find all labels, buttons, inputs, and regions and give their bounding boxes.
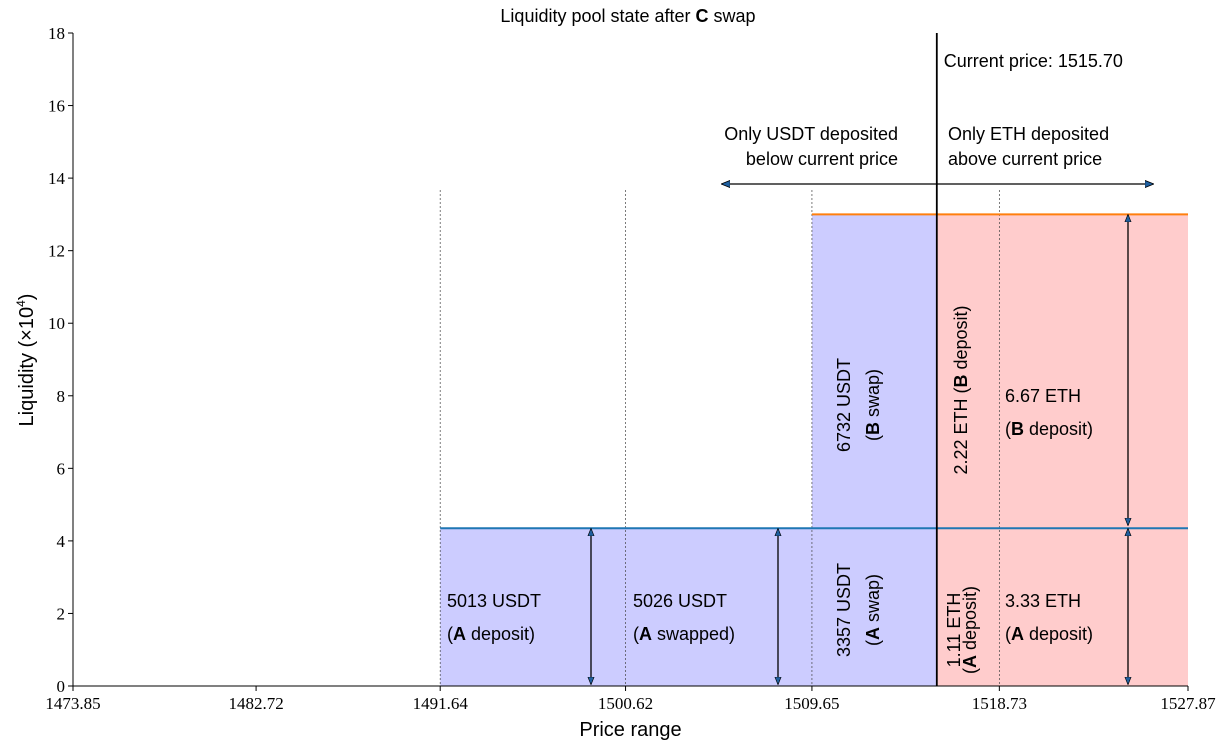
x-tick-label: 1482.72 xyxy=(228,694,283,713)
annotation-line: above current price xyxy=(948,149,1102,169)
text-part: C xyxy=(696,6,709,26)
text-part: ( xyxy=(447,624,453,644)
text-part: deposit) xyxy=(466,624,535,644)
text-part: 4 xyxy=(14,300,28,307)
text-part: 5026 USDT xyxy=(633,591,727,611)
text-part: ( xyxy=(633,624,639,644)
annotation: 1.11 ETH(A deposit) xyxy=(944,586,980,674)
text-part: ( xyxy=(863,640,883,646)
text-part: ( xyxy=(1005,624,1011,644)
text-part: 3.33 ETH xyxy=(1005,591,1081,611)
y-axis-label: Liquidity (×104) xyxy=(14,294,38,427)
x-tick-label: 1527.87 xyxy=(1160,694,1216,713)
annotation-line: (A deposit) xyxy=(447,624,535,644)
text-part: A xyxy=(863,627,883,640)
x-tick-label: 1500.62 xyxy=(598,694,653,713)
y-tick-label: 10 xyxy=(48,314,65,333)
text-part: ( xyxy=(1005,419,1011,439)
liquidity-region xyxy=(811,214,937,529)
text-part: ( xyxy=(960,668,980,674)
y-tick-label: 6 xyxy=(57,459,66,478)
text-part: Only USDT deposited xyxy=(724,124,898,144)
annotation: 2.22 ETH (B deposit) xyxy=(951,305,971,474)
text-part: A xyxy=(639,624,652,644)
text-part: 6732 USDT xyxy=(834,358,854,452)
x-tick-label: 1509.65 xyxy=(784,694,839,713)
text-part: Liquidity (×10 xyxy=(16,307,38,427)
annotation-line: 3357 USDT xyxy=(834,563,854,657)
y-tick-label: 12 xyxy=(48,242,65,261)
text-part: swap) xyxy=(863,574,883,627)
annotation-line: below current price xyxy=(746,149,898,169)
y-tick-label: 16 xyxy=(48,97,65,116)
text-part: deposit) xyxy=(951,305,971,374)
annotation-line: Only USDT deposited xyxy=(724,124,898,144)
y-tick-label: 0 xyxy=(57,677,66,696)
text-part: swap xyxy=(709,6,756,26)
text-part: deposit) xyxy=(960,586,980,655)
text-part: A xyxy=(960,655,980,668)
annotation-line: (A deposit) xyxy=(1005,624,1093,644)
annotation-line: 3.33 ETH xyxy=(1005,591,1081,611)
y-tick-label: 14 xyxy=(48,169,66,188)
y-tick-label: 4 xyxy=(57,532,66,551)
text-part: 2.22 ETH ( xyxy=(951,388,971,475)
text-part: B xyxy=(951,375,971,388)
y-tick-label: 2 xyxy=(57,604,66,623)
text-part: Only ETH deposited xyxy=(948,124,1109,144)
annotation: Only ETH deposited above current price xyxy=(948,124,1109,169)
y-tick-label: 18 xyxy=(48,24,65,43)
annotation-line: 5013 USDT xyxy=(447,591,541,611)
liquidity-region xyxy=(936,214,1188,686)
text-part: below current price xyxy=(746,149,898,169)
annotation-line: 2.22 ETH (B deposit) xyxy=(951,305,971,474)
x-tick-label: 1518.73 xyxy=(972,694,1027,713)
text-part: ( xyxy=(863,435,883,441)
annotation-line: 1.11 ETH xyxy=(944,593,964,668)
text-part: deposit) xyxy=(1024,624,1093,644)
text-part: 5013 USDT xyxy=(447,591,541,611)
text-part: B xyxy=(863,422,883,435)
text-part: swap) xyxy=(863,369,883,422)
text-part: A xyxy=(453,624,466,644)
text-part: ) xyxy=(16,294,38,301)
annotation: 3357 USDT (A swap) xyxy=(834,563,883,657)
annotation-line: 6732 USDT xyxy=(834,358,854,452)
x-axis-label: Price range xyxy=(579,719,681,741)
annotation: Only USDT deposited below current price xyxy=(724,124,898,169)
text-part: 6.67 ETH xyxy=(1005,386,1081,406)
text-part: B xyxy=(1011,419,1024,439)
annotation: 3.33 ETH (A deposit) xyxy=(1005,591,1093,644)
text-part: swapped) xyxy=(652,624,735,644)
chart-title: Liquidity pool state after C swap xyxy=(500,6,755,26)
annotation: 6.67 ETH (B deposit) xyxy=(1005,386,1093,439)
text-part: deposit) xyxy=(1024,419,1093,439)
annotation-line: 5026 USDT xyxy=(633,591,727,611)
annotation-line: (B swap) xyxy=(863,369,883,441)
current-price-label: Current price: 1515.70 xyxy=(944,51,1123,71)
liquidity-region xyxy=(440,528,937,686)
x-tick-label: 1473.85 xyxy=(45,694,100,713)
text-part: 1.11 ETH xyxy=(944,593,964,668)
annotation-line: Only ETH deposited xyxy=(948,124,1109,144)
text-part: above current price xyxy=(948,149,1102,169)
y-tick-label: 8 xyxy=(57,387,66,406)
annotation: 6732 USDT (B swap) xyxy=(834,358,883,452)
annotation: 5013 USDT (A deposit) xyxy=(447,591,541,644)
text-part: A xyxy=(1011,624,1024,644)
x-tick-label: 1491.64 xyxy=(413,694,469,713)
annotation-line: (B deposit) xyxy=(1005,419,1093,439)
annotation-line: (A deposit) xyxy=(960,586,980,674)
annotation-line: 6.67 ETH xyxy=(1005,386,1081,406)
annotation: 5026 USDT (A swapped) xyxy=(633,591,735,644)
text-part: 3357 USDT xyxy=(834,563,854,657)
text-part: Liquidity pool state after xyxy=(500,6,695,26)
annotation-line: (A swap) xyxy=(863,574,883,646)
annotation-line: (A swapped) xyxy=(633,624,735,644)
